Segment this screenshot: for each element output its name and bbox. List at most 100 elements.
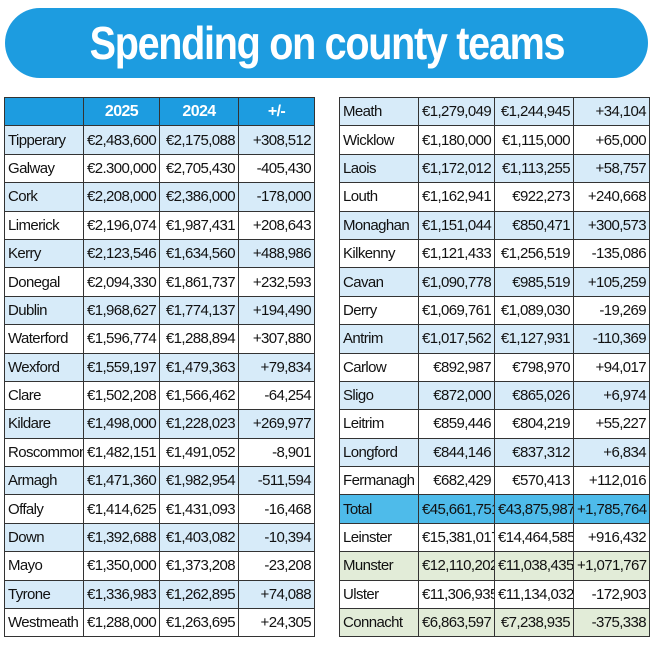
spend-2025-cell: €1,151,044 <box>418 210 495 240</box>
table-row: Laois €1,172,012 €1,113,255 +58,757 <box>339 153 650 184</box>
title-banner: Spending on county teams <box>5 8 648 78</box>
spend-2024-cell: €1,403,082 <box>159 522 239 553</box>
spend-2024-cell: €1,262,895 <box>159 579 239 610</box>
total-row: Total €45,661,751 €43,875,987 +1,785,764 <box>339 494 650 524</box>
change-cell: +6,974 <box>573 380 650 411</box>
table-row: Roscommon €1,482,151 €1,491,052 -8,901 <box>4 437 315 468</box>
change-cell: -511,594 <box>238 466 315 496</box>
spend-2025-cell: €1,180,000 <box>418 125 495 155</box>
county-cell: Ulster <box>339 579 419 610</box>
change-cell: +232,593 <box>238 267 315 297</box>
county-cell: Donegal <box>4 267 84 297</box>
county-cell: Fermanagh <box>339 466 419 496</box>
county-cell: Wexford <box>4 352 84 382</box>
spend-2025-cell: €1,336,983 <box>83 579 160 610</box>
spend-2025-cell: €844,146 <box>418 437 495 468</box>
county-cell: Laois <box>339 153 419 184</box>
spend-2025-cell: €1,559,197 <box>83 352 160 382</box>
change-cell: +112,016 <box>573 466 650 496</box>
table-row: Donegal €2,094,330 €1,861,737 +232,593 <box>4 267 315 297</box>
change-cell: +488,986 <box>238 238 315 269</box>
change-cell: -110,369 <box>573 324 650 354</box>
spend-2025-cell: €1,502,208 <box>83 380 160 411</box>
spend-2025-cell: €1,172,012 <box>418 153 495 184</box>
table-row: Sligo €872,000 €865,026 +6,974 <box>339 380 650 411</box>
county-cell: Connacht <box>339 608 419 638</box>
spend-2024-cell: €2,386,000 <box>159 182 239 212</box>
change-cell: +94,017 <box>573 352 650 382</box>
spend-2025-cell: €2,483,600 <box>83 125 160 155</box>
spend-2025-cell: €1,482,151 <box>83 437 160 468</box>
county-cell: Roscommon <box>4 437 84 468</box>
county-cell: Dublin <box>4 295 84 326</box>
county-cell: Munster <box>339 551 419 581</box>
table-row: Mayo €1,350,000 €1,373,208 -23,208 <box>4 551 315 581</box>
spend-2025-cell: €11,306,935 <box>418 579 495 610</box>
spend-2025-cell: €2,208,000 <box>83 182 160 212</box>
spend-2025-cell: €1,471,360 <box>83 466 160 496</box>
spend-2025-cell: €1,288,000 <box>83 608 160 638</box>
county-cell: Tipperary <box>4 125 84 155</box>
change-cell: -8,901 <box>238 437 315 468</box>
change-cell: +1,785,764 <box>573 494 650 524</box>
spend-2024-cell: €2,705,430 <box>159 153 239 184</box>
county-cell: Limerick <box>4 210 84 240</box>
province-row: Connacht €6,863,597 €7,238,935 -375,338 <box>339 608 650 638</box>
spend-2025-cell: €2,123,546 <box>83 238 160 269</box>
spend-2024-cell: €1,244,945 <box>494 96 574 127</box>
change-cell: +916,432 <box>573 522 650 553</box>
change-cell: -10,394 <box>238 522 315 553</box>
table-row: Louth €1,162,941 €922,273 +240,668 <box>339 182 650 212</box>
spend-2024-cell: €43,875,987 <box>494 494 574 524</box>
table-row: Antrim €1,017,562 €1,127,931 -110,369 <box>339 324 650 354</box>
change-cell: +300,573 <box>573 210 650 240</box>
spend-2024-cell: €1,127,931 <box>494 324 574 354</box>
spend-2025-cell: €1,121,433 <box>418 238 495 269</box>
change-cell: +65,000 <box>573 125 650 155</box>
change-cell: +105,259 <box>573 267 650 297</box>
spend-2025-cell: €1,414,625 <box>83 494 160 524</box>
header-row: 2025 2024 +/- <box>4 96 315 127</box>
province-row: Leinster €15,381,017 €14,464,585 +916,432 <box>339 522 650 553</box>
county-cell: Mayo <box>4 551 84 581</box>
spend-2024-cell: €865,026 <box>494 380 574 411</box>
table-row: Waterford €1,596,774 €1,288,894 +307,880 <box>4 324 315 354</box>
county-cell: Total <box>339 494 419 524</box>
province-row: Munster €12,110,202 €11,038,435 +1,071,767 <box>339 551 650 581</box>
spend-2024-cell: €1,373,208 <box>159 551 239 581</box>
table-row: Derry €1,069,761 €1,089,030 -19,269 <box>339 295 650 326</box>
change-cell: -64,254 <box>238 380 315 411</box>
table-row: Leitrim €859,446 €804,219 +55,227 <box>339 409 650 439</box>
change-cell: -19,269 <box>573 295 650 326</box>
page-title: Spending on county teams <box>89 17 565 69</box>
county-cell: Galway <box>4 153 84 184</box>
spend-2025-cell: €872,000 <box>418 380 495 411</box>
county-cell: Kildare <box>4 409 84 439</box>
table-row: Meath €1,279,049 €1,244,945 +34,104 <box>339 96 650 127</box>
table-row: Galway €2.300,000 €2,705,430 -405,430 <box>4 153 315 184</box>
change-cell: -16,468 <box>238 494 315 524</box>
county-cell: Carlow <box>339 352 419 382</box>
county-cell: Cork <box>4 182 84 212</box>
spend-2024-cell: €1,113,255 <box>494 153 574 184</box>
county-cell: Armagh <box>4 466 84 496</box>
county-cell: Westmeath <box>4 608 84 638</box>
header-2024: 2024 <box>159 96 239 127</box>
header-change: +/- <box>238 96 315 127</box>
table-row: Monaghan €1,151,044 €850,471 +300,573 <box>339 210 650 240</box>
spend-2025-cell: €2.300,000 <box>83 153 160 184</box>
spend-2024-cell: €1,228,023 <box>159 409 239 439</box>
spend-2024-cell: €1,431,093 <box>159 494 239 524</box>
change-cell: +34,104 <box>573 96 650 127</box>
table-row: Tipperary €2,483,600 €2,175,088 +308,512 <box>4 125 315 155</box>
change-cell: +208,643 <box>238 210 315 240</box>
spend-2024-cell: €1,491,052 <box>159 437 239 468</box>
spend-2024-cell: €1,982,954 <box>159 466 239 496</box>
spend-2025-cell: €1,279,049 <box>418 96 495 127</box>
header-2025: 2025 <box>83 96 160 127</box>
spend-2024-cell: €1,288,894 <box>159 324 239 354</box>
change-cell: +308,512 <box>238 125 315 155</box>
change-cell: -172,903 <box>573 579 650 610</box>
county-cell: Offaly <box>4 494 84 524</box>
spend-2024-cell: €1,634,560 <box>159 238 239 269</box>
